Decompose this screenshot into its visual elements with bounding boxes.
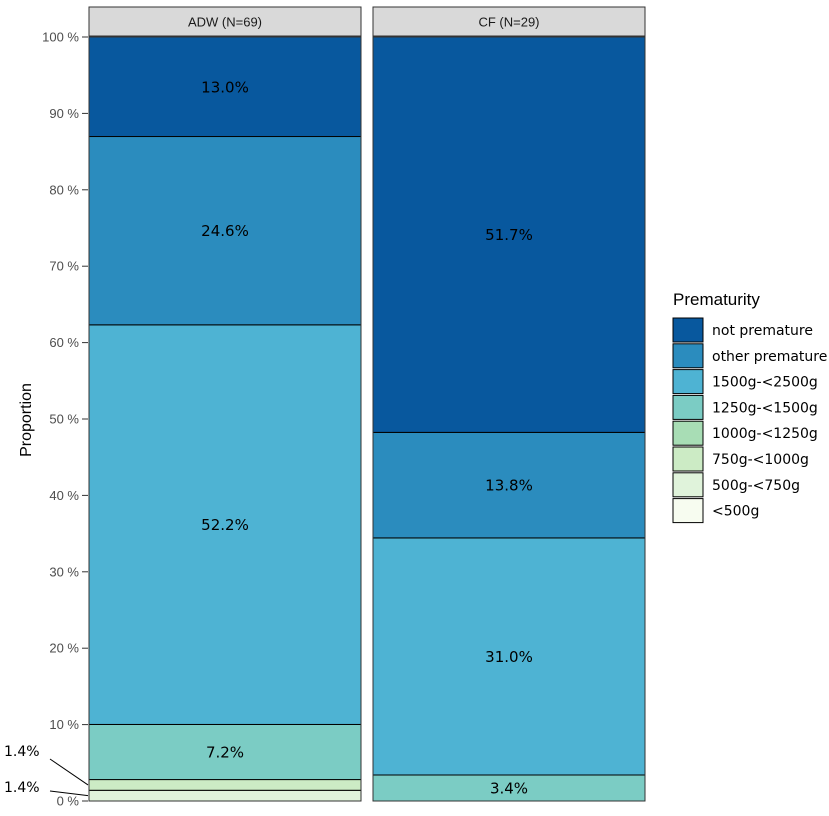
y-tick-label: 50 % xyxy=(49,412,79,427)
legend-label: 1000g-<1250g xyxy=(712,426,818,442)
bar-segment-label: 52.2% xyxy=(201,516,249,534)
panel: CF (N=29) 3.4% 31.0% 13.8% 51.7% xyxy=(372,6,646,802)
legend-label: 1250g-<1500g xyxy=(712,400,818,416)
legend-label: <500g xyxy=(712,504,759,520)
legend-key xyxy=(672,446,704,472)
facet-strip xyxy=(88,6,362,37)
side-annotations: 1.4% 1.4% xyxy=(4,744,89,797)
y-tick-label: 100 % xyxy=(42,30,79,45)
segment-callout-label: 1.4% xyxy=(4,744,40,760)
y-tick-label: 60 % xyxy=(49,335,79,350)
bar-segment xyxy=(372,36,646,433)
legend-key xyxy=(672,317,704,343)
legend-label: other premature xyxy=(712,349,827,365)
panel-border xyxy=(372,36,646,802)
y-tick-label: 70 % xyxy=(49,259,79,274)
segment-callout-line xyxy=(49,758,89,786)
bar-segment xyxy=(88,789,362,802)
legend-key xyxy=(672,420,704,446)
facet-strip-label: ADW (N=69) xyxy=(188,15,262,30)
y-tick-label: 40 % xyxy=(49,488,79,503)
legend-label: 750g-<1000g xyxy=(712,452,809,468)
bar-segment-label: 13.0% xyxy=(201,78,249,96)
bar-segment xyxy=(372,431,646,539)
bar-segment-label: 7.2% xyxy=(206,744,244,762)
bar-segment xyxy=(88,723,362,781)
legend-title: Prematurity xyxy=(673,290,760,309)
y-tick-label: 10 % xyxy=(49,717,79,732)
legend: Prematurity not premature other premature 1… xyxy=(672,290,827,524)
bar-segment-label: 31.0% xyxy=(485,648,533,666)
legend-key xyxy=(672,498,704,524)
bar-segment xyxy=(88,779,362,791)
bar-segment-label: 13.8% xyxy=(485,477,533,495)
bar-segment-label: 51.7% xyxy=(485,226,533,244)
facet-strip-label: CF (N=29) xyxy=(478,15,539,30)
bar-segment xyxy=(88,136,362,326)
legend-label: not premature xyxy=(712,323,813,339)
panel: ADW (N=69) 7.2% 52.2% 24.6% 13.0% xyxy=(88,6,362,802)
legend-key xyxy=(672,394,704,420)
bar-segment-label: 3.4% xyxy=(490,779,528,797)
facet-panels: ADW (N=69) 7.2% 52.2% 24.6% 13.0% CF (N=29) 3.… xyxy=(88,6,646,802)
y-axis-title: Proportion xyxy=(18,383,35,457)
legend-key xyxy=(672,369,704,395)
bar-segment xyxy=(88,36,362,138)
legend-key xyxy=(672,472,704,498)
y-tick-label: 0 % xyxy=(57,794,80,809)
legend-label: 1500g-<2500g xyxy=(712,375,818,391)
y-tick-label: 20 % xyxy=(49,641,79,656)
panel-border xyxy=(88,36,362,802)
legend-label: 500g-<750g xyxy=(712,478,800,494)
y-axis: 0 % 10 % 20 % 30 % 40 % 50 % 60 % 70 % 80 % 90 % 1… xyxy=(42,30,88,809)
facet-strip xyxy=(372,6,646,37)
y-tick-label: 80 % xyxy=(49,182,79,197)
legend-key xyxy=(672,343,704,369)
bar-segment xyxy=(372,537,646,776)
segment-callout-label: 1.4% xyxy=(4,780,40,796)
y-tick-label: 30 % xyxy=(49,564,79,579)
bar-segment-label: 24.6% xyxy=(201,222,249,240)
segment-callout-line xyxy=(49,790,89,797)
y-tick-label: 90 % xyxy=(49,106,79,121)
